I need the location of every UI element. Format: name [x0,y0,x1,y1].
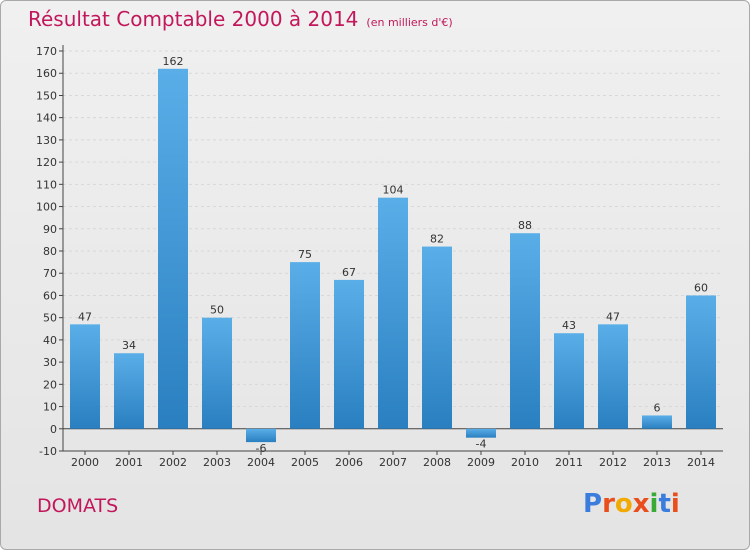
x-tick-label: 2014 [687,456,715,469]
x-tick-label: 2003 [203,456,231,469]
y-tick-label: 150 [36,89,57,102]
y-tick-label: -10 [39,445,57,458]
y-tick-label: 90 [43,223,57,236]
proxiti-logo: Proxiti [583,489,680,519]
bar-2010 [510,233,540,429]
y-tick-label: 0 [50,423,57,436]
data-labels: 47 34 162 50 -6 75 67 104 82 -4 88 43 47 6 60 [78,55,708,455]
data-label-2007: 104 [383,184,404,197]
data-label-2008: 82 [430,233,444,246]
bar-2006 [334,279,364,429]
x-tick-label: 2011 [555,456,583,469]
x-tick-label: 2013 [643,456,671,469]
y-tick-label: 80 [43,245,57,258]
data-label-2002: 162 [163,55,184,68]
data-label-2013: 6 [654,401,661,414]
y-tick-label: 160 [36,67,57,80]
y-tick-label: 140 [36,112,57,125]
data-label-2001: 34 [122,339,136,352]
x-tick-label: 2012 [599,456,627,469]
bar-2009 [466,428,496,438]
bar-2002 [158,68,188,429]
data-label-2010: 88 [518,219,532,232]
x-tick-label: 2005 [291,456,319,469]
logo-letter: i [670,489,680,519]
x-tick-label: 2002 [159,456,187,469]
data-label-2009: -4 [476,438,487,451]
chart-subtitle: (en milliers d'€) [366,16,453,29]
bar-2011 [554,333,584,429]
y-tick-label: 60 [43,289,57,302]
chart-title: Résultat Comptable 2000 à 2014 (en millie… [28,7,453,31]
y-tick-label: 120 [36,156,57,169]
data-label-2011: 43 [562,319,576,332]
y-tick-label: 70 [43,267,57,280]
town-name: DOMATS [37,495,119,517]
bar-2000 [70,324,100,429]
y-tick-label: 170 [36,45,57,58]
y-tick-label: 130 [36,134,57,147]
bar-2007 [378,197,408,429]
logo-letter: r [602,489,615,519]
y-tick-label: 40 [43,334,57,347]
data-label-2005: 75 [298,248,312,261]
y-tick-label: 10 [43,401,57,414]
chart-title-text: Résultat Comptable 2000 à 2014 [28,7,359,31]
data-label-2004: -6 [256,442,267,455]
y-tick-label: 30 [43,356,57,369]
x-tick-label: 2008 [423,456,451,469]
data-label-2003: 50 [210,304,224,317]
logo-letter: x [632,489,650,519]
x-tick-label: 2006 [335,456,363,469]
x-tick-label: 2004 [247,456,275,469]
bar-2001 [114,353,144,429]
logo-letter: i [649,489,659,519]
data-label-2006: 67 [342,266,356,279]
bar-2014 [686,295,716,429]
bar-2013 [642,415,672,429]
y-tick-label: 100 [36,201,57,214]
x-tick-label: 2000 [71,456,99,469]
logo-letter: P [583,489,603,519]
y-tick-label: 50 [43,312,57,325]
y-tick-label: 20 [43,378,57,391]
bar-2012 [598,324,628,429]
data-label-2014: 60 [694,281,708,294]
x-tick-label: 2009 [467,456,495,469]
logo-letter: t [658,489,671,519]
data-label-2012: 47 [606,310,620,323]
bars [70,68,716,443]
x-tick-label: 2001 [115,456,143,469]
data-label-2000: 47 [78,310,92,323]
y-tick-label: 110 [36,178,57,191]
x-tick-label: 2010 [511,456,539,469]
logo-letter: o [614,489,633,519]
bar-2008 [422,246,452,429]
x-tick-label: 2007 [379,456,407,469]
bar-2004 [246,428,276,443]
bar-2005 [290,262,320,429]
bar-2003 [202,317,232,429]
